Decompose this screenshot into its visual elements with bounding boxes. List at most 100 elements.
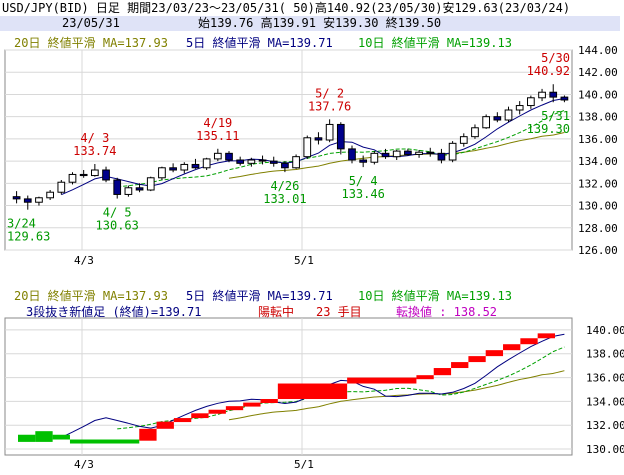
lower-y-tick: 138.00 [586, 348, 624, 361]
candle-body [158, 167, 166, 179]
line-break-brick [451, 362, 469, 369]
candle-body [404, 150, 412, 155]
line-break-brick [243, 402, 261, 407]
line-break-brick [35, 431, 53, 442]
lower-legend-ma20: 20日 終値平滑 MA=137.93 [14, 289, 168, 303]
upper-y-tick: 142.00 [578, 66, 618, 79]
candle-body [191, 163, 200, 169]
candle-body [392, 150, 401, 158]
lower-x-tick: 5/1 [294, 458, 314, 471]
candle-body [146, 177, 155, 191]
candle-body [459, 136, 468, 144]
annotation-value: 140.92 [527, 64, 570, 78]
upper-y-tick: 144.00 [578, 44, 618, 57]
candle-body [303, 137, 312, 158]
line-break-brick [537, 333, 555, 339]
annotation-date: 4/ 3 [80, 131, 109, 145]
header-ohlc-bar: 23/05/31 始139.76 高139.91 安139.30 終139.50 [0, 16, 620, 31]
candle-body [46, 191, 54, 199]
annotation-value: 135.11 [196, 129, 239, 143]
line-break-brick [468, 356, 486, 363]
annotation-date: 5/31 [541, 109, 570, 123]
line-break-brick [225, 406, 244, 411]
lower-legend-ma5: 5日 終値平滑 MA=139.71 [186, 289, 333, 303]
header-date: 23/05/31 [62, 16, 120, 30]
candle-body [23, 198, 32, 203]
annotation-value: 133.46 [341, 187, 384, 201]
annotation-value: 139.30 [527, 122, 570, 136]
line-break-brick [520, 338, 538, 345]
candle-body [102, 169, 110, 181]
annotation-date: 5/ 4 [349, 174, 378, 188]
candle-body [415, 151, 423, 155]
candle-body [515, 105, 524, 111]
upper-x-tick: 4/3 [74, 254, 94, 267]
candle-body [68, 173, 77, 183]
annotation-date: 4/26 [270, 179, 299, 193]
line-break-state: 陽転中 [258, 305, 295, 319]
candle-body [493, 116, 502, 121]
upper-y-tick: 136.00 [578, 133, 618, 146]
upper-ma10-line [117, 109, 565, 188]
candle-body [269, 160, 278, 164]
line-break-brick [260, 399, 278, 404]
line-break-brick [503, 344, 521, 351]
line-break-brick [173, 418, 192, 423]
candle-body [359, 159, 368, 163]
candle-body [135, 187, 144, 191]
lower-legend-ma10: 10日 終値平滑 MA=139.13 [358, 289, 512, 303]
line-break-brick [433, 368, 452, 376]
line-break-brick [485, 350, 504, 357]
line-break-count: 23 手目 [316, 305, 362, 319]
upper-y-tick: 140.00 [578, 88, 618, 101]
candle-body [426, 151, 435, 154]
candle-body [504, 109, 513, 121]
candle-body [169, 167, 177, 171]
candle-body [348, 148, 356, 161]
candle-body [437, 152, 446, 161]
candle-body [57, 181, 66, 193]
lower-y-tick: 136.00 [586, 372, 624, 385]
header-ohlc: 始139.76 高139.91 安139.30 終139.50 [198, 16, 442, 30]
annotation-date: 4/ 5 [103, 206, 132, 220]
candle-body [482, 116, 491, 129]
candle-body [448, 142, 457, 161]
lower-ma20-line [228, 370, 565, 421]
candle-body [281, 162, 289, 169]
line-break-brick [69, 439, 140, 444]
candle-body [124, 187, 133, 195]
annotation-date: 4/19 [203, 116, 232, 130]
line-break-label: 3段抜き新値足 (終値)=139.71 [26, 305, 202, 319]
header-title: USD/JPY(BID) 日足 期間23/03/23～23/05/31( 50)… [2, 1, 571, 15]
upper-legend-ma20: 20日 終値平滑 MA=137.93 [14, 36, 168, 50]
line-break-brick [18, 434, 36, 442]
candle-body [560, 96, 569, 101]
annotation-date: 5/30 [541, 51, 570, 65]
upper-x-tick: 5/1 [294, 254, 314, 267]
upper-legend-ma5: 5日 終値平滑 MA=139.71 [186, 36, 333, 50]
lower-x-tick: 4/3 [74, 458, 94, 471]
annotation-value: 133.74 [73, 144, 116, 158]
candle-body [180, 163, 189, 171]
line-break-brick [156, 421, 174, 429]
lower-ma10-line [117, 346, 565, 430]
upper-ma5-line [61, 98, 565, 196]
upper-y-tick: 128.00 [578, 222, 618, 235]
annotation-value: 130.63 [96, 219, 139, 233]
candle-body [471, 127, 479, 138]
candle-body [325, 123, 334, 141]
candle-body [258, 159, 267, 162]
line-break-reversal: 転換値 : 138.52 [396, 305, 498, 319]
lower-y-tick: 140.00 [586, 324, 624, 337]
candle-body [381, 152, 390, 158]
upper-y-tick: 126.00 [578, 244, 618, 257]
annotation-date: 5/ 2 [315, 86, 344, 100]
candle-body [236, 159, 245, 164]
candle-body [35, 197, 43, 203]
line-break-brick [52, 434, 70, 440]
candle-body [225, 152, 233, 161]
lower-y-tick: 132.00 [586, 419, 624, 432]
line-break-brick [347, 377, 417, 384]
